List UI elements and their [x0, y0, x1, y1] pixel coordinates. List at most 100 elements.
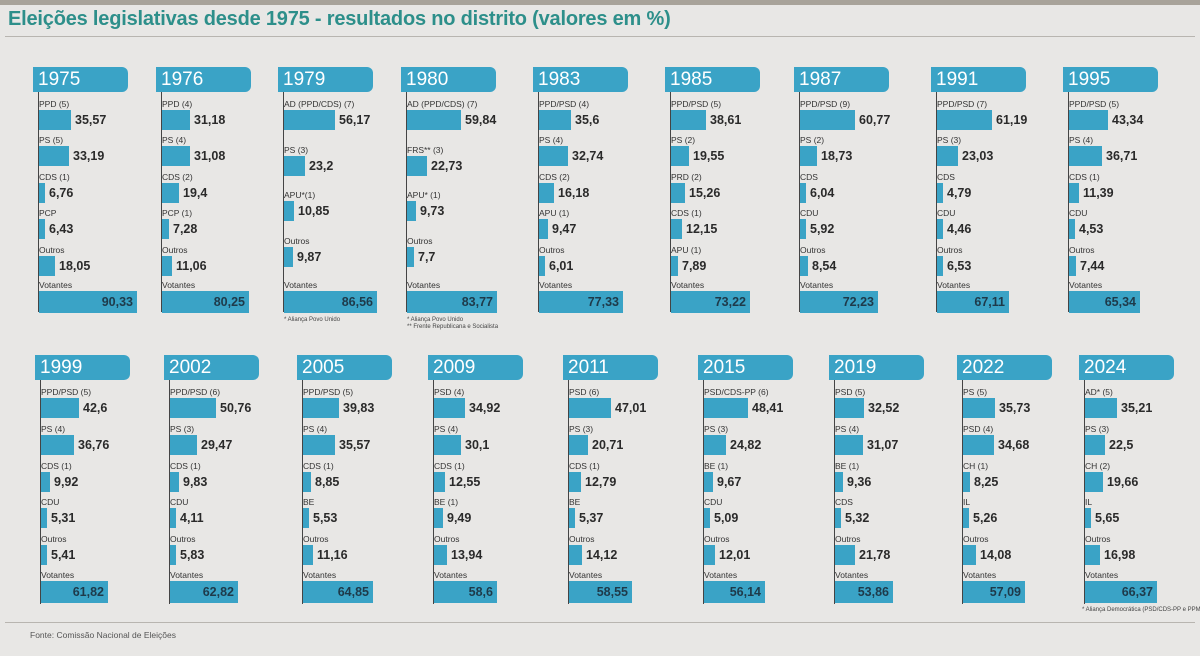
panel-axis-line [1068, 92, 1069, 312]
votantes-label: Votantes [671, 280, 705, 290]
votantes-label: Votantes [162, 280, 196, 290]
party-value: 20,71 [592, 438, 624, 452]
votantes-bar [1085, 581, 1157, 603]
party-value: 31,18 [194, 113, 226, 127]
party-value: 9,73 [420, 204, 445, 218]
party-label: PS (3) [284, 145, 309, 155]
party-value: 5,26 [973, 511, 998, 525]
party-label: PS (3) [704, 424, 729, 434]
party-bar [434, 508, 443, 528]
party-label: PS (5) [963, 387, 988, 397]
votantes-value: 58,55 [596, 585, 628, 599]
party-bar [170, 508, 176, 528]
party-bar [162, 110, 190, 130]
panel-axis-line [406, 92, 407, 312]
party-label: APU (1) [671, 245, 702, 255]
party-bar [170, 545, 176, 565]
party-bar [937, 110, 992, 130]
party-bar [1085, 545, 1100, 565]
party-value: 59,84 [465, 113, 497, 127]
party-bar [434, 472, 445, 492]
party-bar [1069, 146, 1102, 166]
party-label: BE [569, 497, 581, 507]
party-label: PPD (4) [162, 99, 193, 109]
footnote: * Aliança Povo Unido [284, 317, 341, 323]
source-note: Fonte: Comissão Nacional de Eleições [30, 630, 176, 640]
votantes-label: Votantes [284, 280, 318, 290]
party-value: 6,43 [49, 222, 74, 236]
party-value: 11,39 [1083, 186, 1114, 200]
year-label: 2002 [164, 355, 259, 380]
party-value: 29,47 [201, 438, 233, 452]
party-bar [303, 472, 311, 492]
votantes-bar [569, 581, 632, 603]
party-label: PPD/PSD (7) [937, 99, 988, 109]
party-label: PCP (1) [162, 208, 193, 218]
year-label: 1985 [665, 67, 760, 92]
party-value: 6,53 [947, 259, 972, 273]
votantes-label: Votantes [800, 280, 834, 290]
party-label: PS (3) [1085, 424, 1110, 434]
party-value: 16,98 [1104, 548, 1136, 562]
party-label: CH (2) [1085, 461, 1111, 471]
votantes-bar [162, 291, 249, 313]
votantes-bar [800, 291, 878, 313]
party-bar [671, 146, 689, 166]
party-value: 32,52 [868, 401, 900, 415]
party-label: AD* (5) [1085, 387, 1113, 397]
party-bar [963, 435, 994, 455]
party-bar [407, 110, 461, 130]
panel-axis-line [538, 92, 539, 312]
party-bar [937, 219, 943, 239]
party-label: Outros [539, 245, 565, 255]
party-value: 35,57 [339, 438, 371, 452]
party-label: CDU [800, 208, 819, 218]
panel-axis-line [169, 380, 170, 604]
party-bar [671, 219, 682, 239]
party-label: CDS (1) [671, 208, 702, 218]
party-bar [963, 545, 976, 565]
party-bar [704, 545, 715, 565]
party-label: CDU [41, 497, 60, 507]
party-bar [800, 110, 855, 130]
party-value: 5,92 [810, 222, 835, 236]
party-value: 19,66 [1107, 475, 1139, 489]
party-bar [162, 183, 179, 203]
votantes-value: 83,77 [461, 295, 493, 309]
party-label: PS (4) [1069, 135, 1094, 145]
party-label: PS (3) [170, 424, 195, 434]
party-value: 33,19 [73, 149, 105, 163]
party-value: 19,4 [183, 186, 208, 200]
footnote: * Aliança Democrática (PSD/CDS-PP e PPM) [1082, 607, 1200, 613]
panel-axis-line [161, 92, 162, 312]
party-value: 23,03 [962, 149, 994, 163]
votantes-label: Votantes [39, 280, 73, 290]
votantes-label: Votantes [937, 280, 971, 290]
votantes-value: 86,56 [341, 295, 373, 309]
party-value: 14,08 [980, 548, 1012, 562]
votantes-label: Votantes [539, 280, 573, 290]
party-bar [835, 508, 841, 528]
party-label: APU (1) [539, 208, 570, 218]
party-label: PSD (4) [434, 387, 465, 397]
party-label: Outros [407, 236, 433, 246]
year-label: 2011 [563, 355, 658, 380]
votantes-label: Votantes [407, 280, 441, 290]
year-label: 2022 [957, 355, 1052, 380]
party-bar [539, 219, 548, 239]
party-bar [937, 256, 943, 276]
votantes-label: Votantes [963, 570, 997, 580]
party-value: 4,11 [180, 511, 204, 525]
party-bar [835, 472, 843, 492]
votantes-bar [303, 581, 373, 603]
party-value: 5,41 [51, 548, 76, 562]
votantes-value: 57,09 [989, 585, 1021, 599]
party-value: 31,08 [194, 149, 226, 163]
party-bar [539, 256, 545, 276]
party-bar [937, 183, 943, 203]
party-value: 38,61 [710, 113, 742, 127]
party-bar [434, 545, 447, 565]
party-label: BE (1) [835, 461, 860, 471]
party-bar [162, 146, 190, 166]
party-value: 9,47 [552, 222, 577, 236]
